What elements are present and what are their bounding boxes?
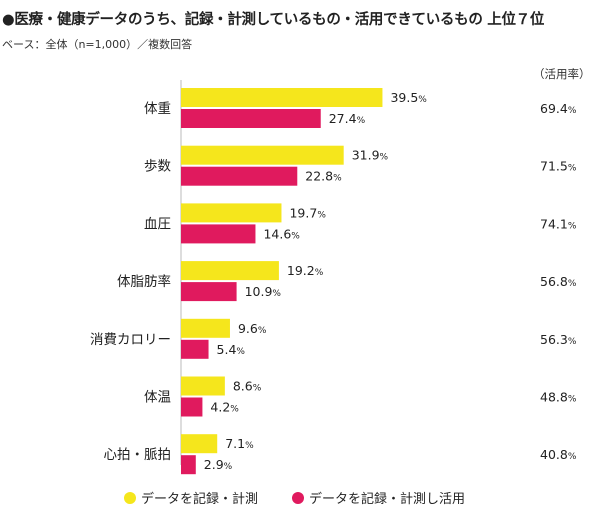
bar-recorded [181,145,344,165]
bar-utilized [181,339,209,359]
data-label: 7.1% [225,436,254,451]
bar-utilized [181,282,237,302]
category-label: 体温 [144,390,171,406]
data-label: 8.6% [233,379,262,394]
bar-recorded [181,376,225,396]
utilization-rate-label: 48.8% [540,390,577,405]
category-label: 消費カロリー [90,332,171,348]
data-label: 10.9% [245,284,282,299]
legend-label-recorded: データを記録・計測 [141,492,259,507]
bar-chart: 体重 39.5% 27.4% 69.4% 歩数 31.9% 22.8% 71.5% 血圧 19.7… [90,80,577,475]
utilization-rate-label: 71.5% [540,159,577,174]
data-label: 9.6% [238,321,267,336]
data-label: 5.4% [217,342,246,357]
utilization-rate-label: 56.3% [540,332,577,347]
data-label: 19.2% [287,263,324,278]
category-label: 血圧 [144,216,171,232]
data-label: 27.4% [329,111,366,126]
utilization-rate-label: 74.1% [540,216,577,231]
bar-recorded [181,318,230,338]
category-label: 心拍・脈拍 [104,447,172,463]
chart-title: ●医療・健康データのうち、記録・計測しているもの・活用できているもの 上位７位 [2,12,545,28]
data-label: 2.9% [204,457,233,472]
utilization-rate-header: （活用率） [533,67,591,81]
data-label: 19.7% [289,205,326,220]
legend-label-utilized: データを記録・計測し活用 [309,492,466,507]
utilization-rate-label: 69.4% [540,101,577,116]
data-label: 14.6% [263,226,300,241]
legend-item-utilized: データを記録・計測し活用 [292,488,465,507]
category-label: 体脂肪率 [117,273,171,290]
data-label: 4.2% [210,400,239,415]
base-note: ベース：全体（n=1,000）／複数回答 [2,38,193,51]
legend-swatch-utilized [292,491,304,504]
category-label: 歩数 [144,159,171,175]
bar-recorded [181,261,279,281]
data-label: 22.8% [305,169,342,184]
bar-utilized [181,166,298,186]
legend-item-recorded: データを記録・計測 [124,488,258,507]
data-label: 31.9% [352,148,389,163]
bar-recorded [181,203,282,223]
data-label: 39.5% [390,90,427,105]
utilization-rate-label: 40.8% [540,447,577,462]
bar-utilized [181,109,321,128]
bar-utilized [181,455,196,475]
bar-recorded [181,88,383,107]
utilization-rate-label: 56.8% [540,274,577,289]
legend-swatch-recorded [124,491,136,504]
category-label: 体重 [144,101,171,117]
bar-utilized [181,224,256,244]
bar-utilized [181,397,203,417]
bar-recorded [181,434,218,454]
